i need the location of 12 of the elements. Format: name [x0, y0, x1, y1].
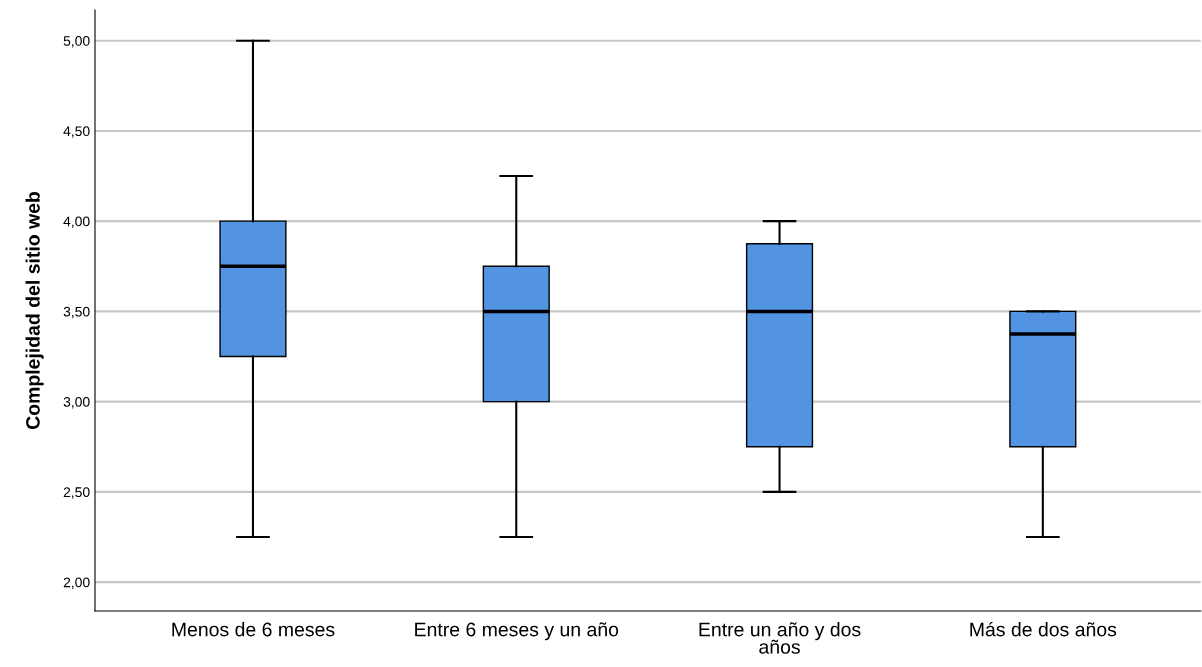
y-tick-label: 3,50	[63, 306, 90, 319]
x-tick-label: Más de dos años	[970, 621, 1117, 637]
y-tick-label: 5,00	[63, 36, 90, 48]
y-tick-label: 3,00	[63, 396, 90, 409]
y-axis-title: Complejidad del sitio web	[25, 191, 44, 430]
y-tick-label: 4,00	[63, 216, 90, 228]
y-tick-label: 4,50	[63, 126, 90, 138]
y-tick-label: 2,50	[63, 487, 90, 499]
y-tick-label: 2,00	[63, 577, 90, 589]
x-tick-label: Entre un año y dos años	[699, 622, 861, 654]
x-tick-label: Menos de 6 meses	[172, 622, 335, 637]
x-tick-label: Entre 6 meses y un año	[415, 622, 619, 641]
